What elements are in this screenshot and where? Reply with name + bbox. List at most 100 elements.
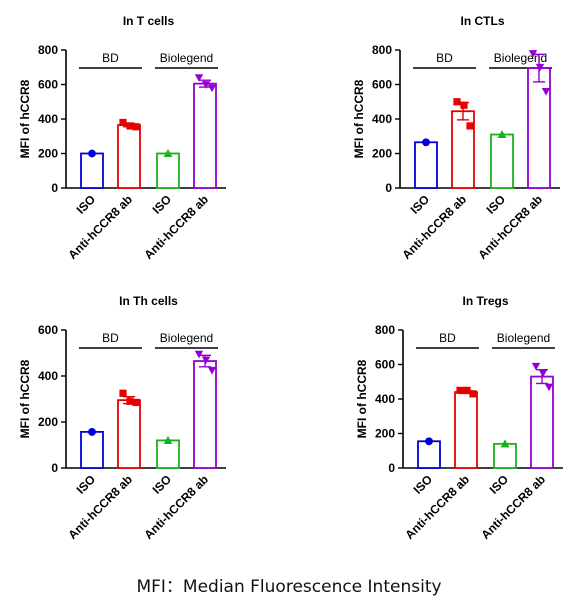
x-tick-label: ISO — [74, 472, 99, 497]
bar — [117, 399, 141, 469]
y-tick-label: 0 — [51, 461, 58, 475]
chart-title: In CTLs — [461, 14, 505, 28]
data-point — [422, 138, 430, 147]
y-tick-label: 400 — [38, 112, 58, 126]
data-point — [460, 101, 468, 109]
data-point — [132, 398, 140, 407]
bar — [193, 82, 217, 189]
data-point — [163, 149, 173, 157]
bar — [80, 430, 104, 469]
data-point — [119, 118, 127, 127]
data-point — [425, 437, 433, 446]
chart-panel: In Tregs MFI of hCCR8 0 200 400 600 800 BD Biole… — [355, 294, 563, 542]
y-tick-label: 800 — [372, 43, 392, 57]
y-tick-label: 800 — [38, 43, 58, 57]
chart-panel: In T cells MFI of hCCR8 0 200 400 600 800 BD Bio… — [18, 14, 226, 262]
data-point — [132, 123, 140, 131]
y-tick-label: 400 — [38, 369, 58, 383]
y-tick-label: 600 — [375, 358, 395, 372]
data-point — [538, 369, 548, 378]
y-axis-label: MFI of hCCR8 — [18, 359, 32, 438]
bracket-label-bd: BD — [439, 331, 456, 345]
data-point — [544, 383, 554, 392]
y-tick-label: 600 — [38, 323, 58, 337]
y-tick-label: 0 — [388, 461, 395, 475]
data-point — [88, 428, 96, 436]
y-tick-label: 200 — [372, 147, 392, 161]
y-tick-label: 0 — [385, 181, 392, 195]
bracket-label-biolegend: Biolegend — [497, 331, 550, 345]
bar — [454, 391, 478, 469]
bracket-label-bd: BD — [102, 51, 119, 65]
data-point — [456, 386, 464, 394]
data-point — [528, 50, 538, 58]
x-tick-label: Anti-hCCR8 ab — [402, 472, 472, 542]
data-point — [194, 350, 204, 359]
bar — [490, 133, 514, 189]
x-tick-label: ISO — [150, 192, 175, 217]
bar — [414, 141, 438, 189]
y-tick-label: 200 — [38, 147, 58, 161]
y-tick-label: 600 — [38, 78, 58, 92]
chart-title: In T cells — [123, 14, 175, 28]
x-tick-label: ISO — [408, 192, 433, 217]
bracket-label-bd: BD — [102, 331, 119, 345]
data-point — [453, 98, 461, 106]
x-tick-label: ISO — [150, 472, 175, 497]
x-tick-label: Anti-hCCR8 ab — [65, 192, 135, 262]
bracket-label-biolegend: Biolegend — [160, 331, 213, 345]
x-tick-label: Anti-hCCR8 ab — [478, 472, 548, 542]
data-point — [201, 356, 211, 365]
data-point — [126, 122, 134, 130]
y-tick-label: 200 — [38, 415, 58, 429]
y-tick-label: 400 — [372, 112, 392, 126]
x-tick-label: ISO — [487, 472, 512, 497]
y-tick-label: 200 — [375, 427, 395, 441]
data-point — [541, 88, 551, 96]
x-tick-label: ISO — [484, 192, 509, 217]
data-point — [194, 74, 204, 82]
chart-title: In Tregs — [462, 294, 508, 308]
data-point — [466, 122, 474, 130]
x-tick-label: Anti-hCCR8 ab — [475, 192, 545, 262]
bar — [156, 152, 180, 189]
data-point — [126, 397, 134, 405]
y-axis-label: MFI of hCCR8 — [18, 79, 32, 158]
x-tick-label: Anti-hCCR8 ab — [141, 472, 211, 542]
bar — [193, 360, 217, 469]
data-point — [463, 386, 471, 394]
chart-title: In Th cells — [119, 294, 178, 308]
y-tick-label: 400 — [375, 392, 395, 406]
data-point — [207, 84, 217, 93]
x-tick-label: Anti-hCCR8 ab — [141, 192, 211, 262]
data-point — [207, 366, 217, 375]
y-tick-label: 600 — [372, 78, 392, 92]
x-tick-label: ISO — [411, 472, 436, 497]
chart-panel: In Th cells MFI of hCCR8 0 200 400 600 BD Biole… — [18, 294, 226, 542]
bar — [527, 67, 551, 189]
bar — [417, 440, 441, 469]
figure-caption: MFI：Median Fluorescence Intensity — [136, 577, 442, 597]
y-axis-label: MFI of hCCR8 — [352, 79, 366, 158]
bar — [117, 124, 141, 189]
bracket-label-biolegend: Biolegend — [160, 51, 213, 65]
y-tick-label: 800 — [375, 323, 395, 337]
bracket-label-bd: BD — [436, 51, 453, 65]
data-point — [119, 389, 127, 397]
data-point — [163, 436, 173, 444]
bar — [156, 439, 180, 469]
data-point — [531, 362, 541, 371]
y-axis-label: MFI of hCCR8 — [355, 359, 369, 438]
x-tick-label: Anti-hCCR8 ab — [399, 192, 469, 262]
data-point — [88, 149, 96, 158]
x-tick-label: Anti-hCCR8 ab — [65, 472, 135, 542]
data-point — [500, 439, 510, 448]
bar — [80, 152, 104, 189]
y-tick-label: 0 — [51, 181, 58, 195]
data-point — [535, 63, 545, 72]
bar — [493, 442, 517, 469]
data-point — [497, 130, 507, 138]
x-tick-label: ISO — [74, 192, 99, 217]
